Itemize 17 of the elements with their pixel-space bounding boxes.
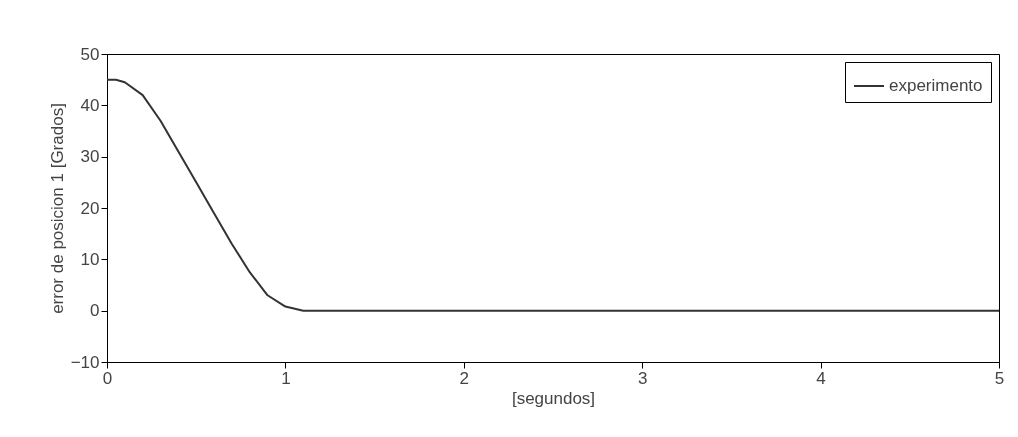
y-tick-label: 30 [80,147,100,167]
legend-label: experimento [889,76,983,95]
y-tick-label: 10 [80,249,100,269]
x-tick-label: 1 [281,368,291,388]
y-tick-label: 20 [80,198,100,218]
x-tick-label: 5 [994,368,1005,388]
y-tick-label: 50 [80,44,100,64]
x-axis-title: [segundos] [511,388,596,408]
y-tick-label: 0 [90,301,100,321]
y-axis-title: error de posicion 1 [Grados] [47,103,67,314]
y-tick-label: 40 [80,95,100,115]
x-tick-label: 2 [459,368,470,388]
line-series [106,78,1000,312]
x-tick-label: 0 [102,368,113,388]
x-tick-label: 3 [637,368,648,388]
y-tick-label: −10 [70,352,100,372]
x-tick-label: 4 [816,368,826,388]
